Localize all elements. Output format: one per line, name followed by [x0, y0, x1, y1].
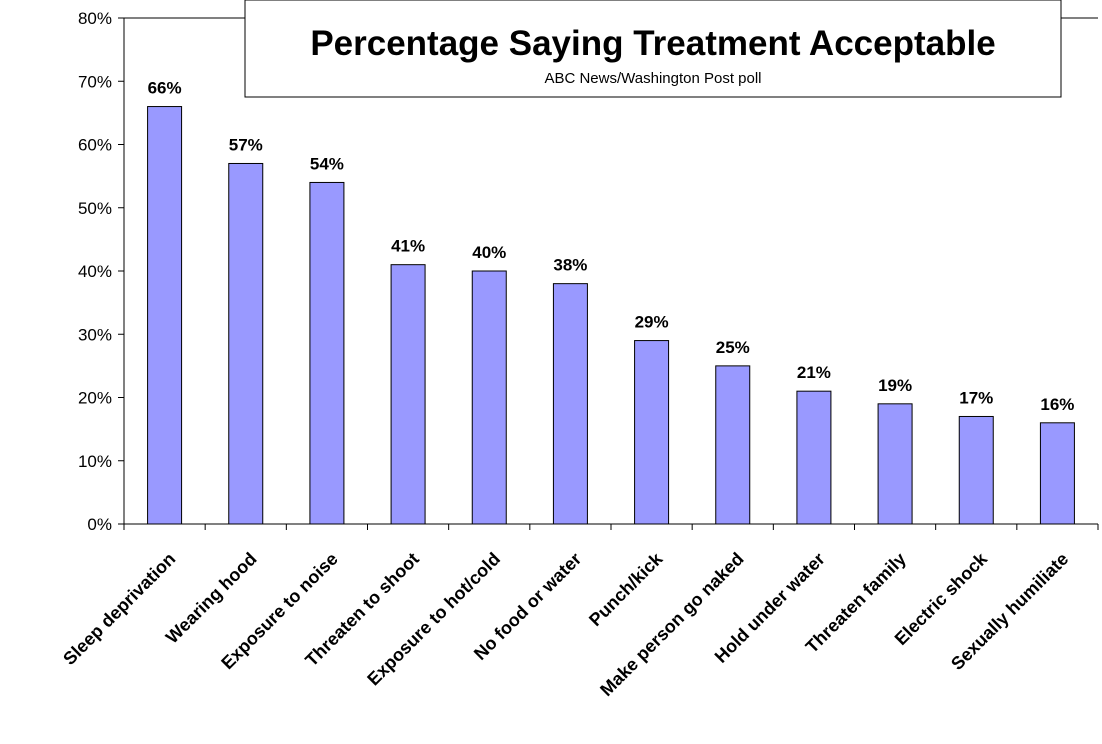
chart-subtitle: ABC News/Washington Post poll [544, 70, 761, 87]
x-tick-label: Punch/kick [585, 548, 667, 630]
data-label: 41% [391, 237, 425, 256]
y-tick-label: 20% [78, 389, 112, 408]
y-tick-label: 40% [78, 262, 112, 281]
chart-title-box: Percentage Saying Treatment Acceptable A… [244, 0, 1062, 98]
bar [309, 181, 345, 525]
bar [715, 365, 751, 525]
y-tick-label: 60% [78, 136, 112, 155]
y-tick-label: 50% [78, 199, 112, 218]
bar [471, 270, 507, 525]
data-label: 17% [959, 388, 993, 407]
x-tick-label: Sleep deprivation [59, 549, 179, 669]
bar [390, 264, 426, 525]
data-label: 21% [797, 363, 831, 382]
y-tick-label: 30% [78, 325, 112, 344]
y-axis-ticks: 0% 10% 20% 30% 40% 50% 60% 70% 80% [78, 9, 124, 534]
data-label: 54% [310, 154, 344, 173]
x-tick-label: Make person go naked [596, 549, 747, 700]
bar [147, 106, 183, 525]
bar [634, 340, 670, 525]
bar [1039, 422, 1075, 525]
bar [877, 403, 913, 525]
y-tick-label: 10% [78, 452, 112, 471]
data-labels: 66% 57% 54% 41% 40% 38% 29% 25% 21% 19% 17% 16% [148, 79, 1075, 414]
bar [552, 283, 588, 525]
data-label: 25% [716, 338, 750, 357]
bar [796, 390, 832, 525]
data-label: 29% [635, 313, 669, 332]
bar [958, 415, 994, 525]
data-label: 66% [148, 79, 182, 98]
data-label: 38% [553, 256, 587, 275]
data-label: 16% [1040, 395, 1074, 414]
title-box [244, 0, 1062, 98]
data-label: 19% [878, 376, 912, 395]
chart-title: Percentage Saying Treatment Acceptable [310, 24, 995, 63]
data-label: 57% [229, 135, 263, 154]
x-tick-label: Exposure to hot/cold [363, 549, 504, 690]
y-tick-label: 0% [87, 515, 112, 534]
bar [228, 162, 264, 525]
y-tick-label: 70% [78, 72, 112, 91]
y-tick-label: 80% [78, 9, 112, 28]
data-label: 40% [472, 243, 506, 262]
bars [147, 106, 1075, 525]
